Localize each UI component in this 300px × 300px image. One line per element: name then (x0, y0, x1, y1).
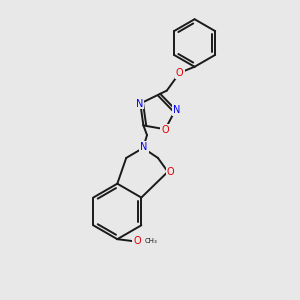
Text: O: O (167, 167, 175, 177)
Text: O: O (176, 68, 184, 78)
Text: N: N (140, 142, 148, 152)
Text: N: N (136, 98, 143, 109)
Text: N: N (173, 105, 180, 115)
Text: O: O (161, 125, 169, 135)
Text: CH₃: CH₃ (145, 238, 158, 244)
Text: O: O (133, 236, 141, 246)
